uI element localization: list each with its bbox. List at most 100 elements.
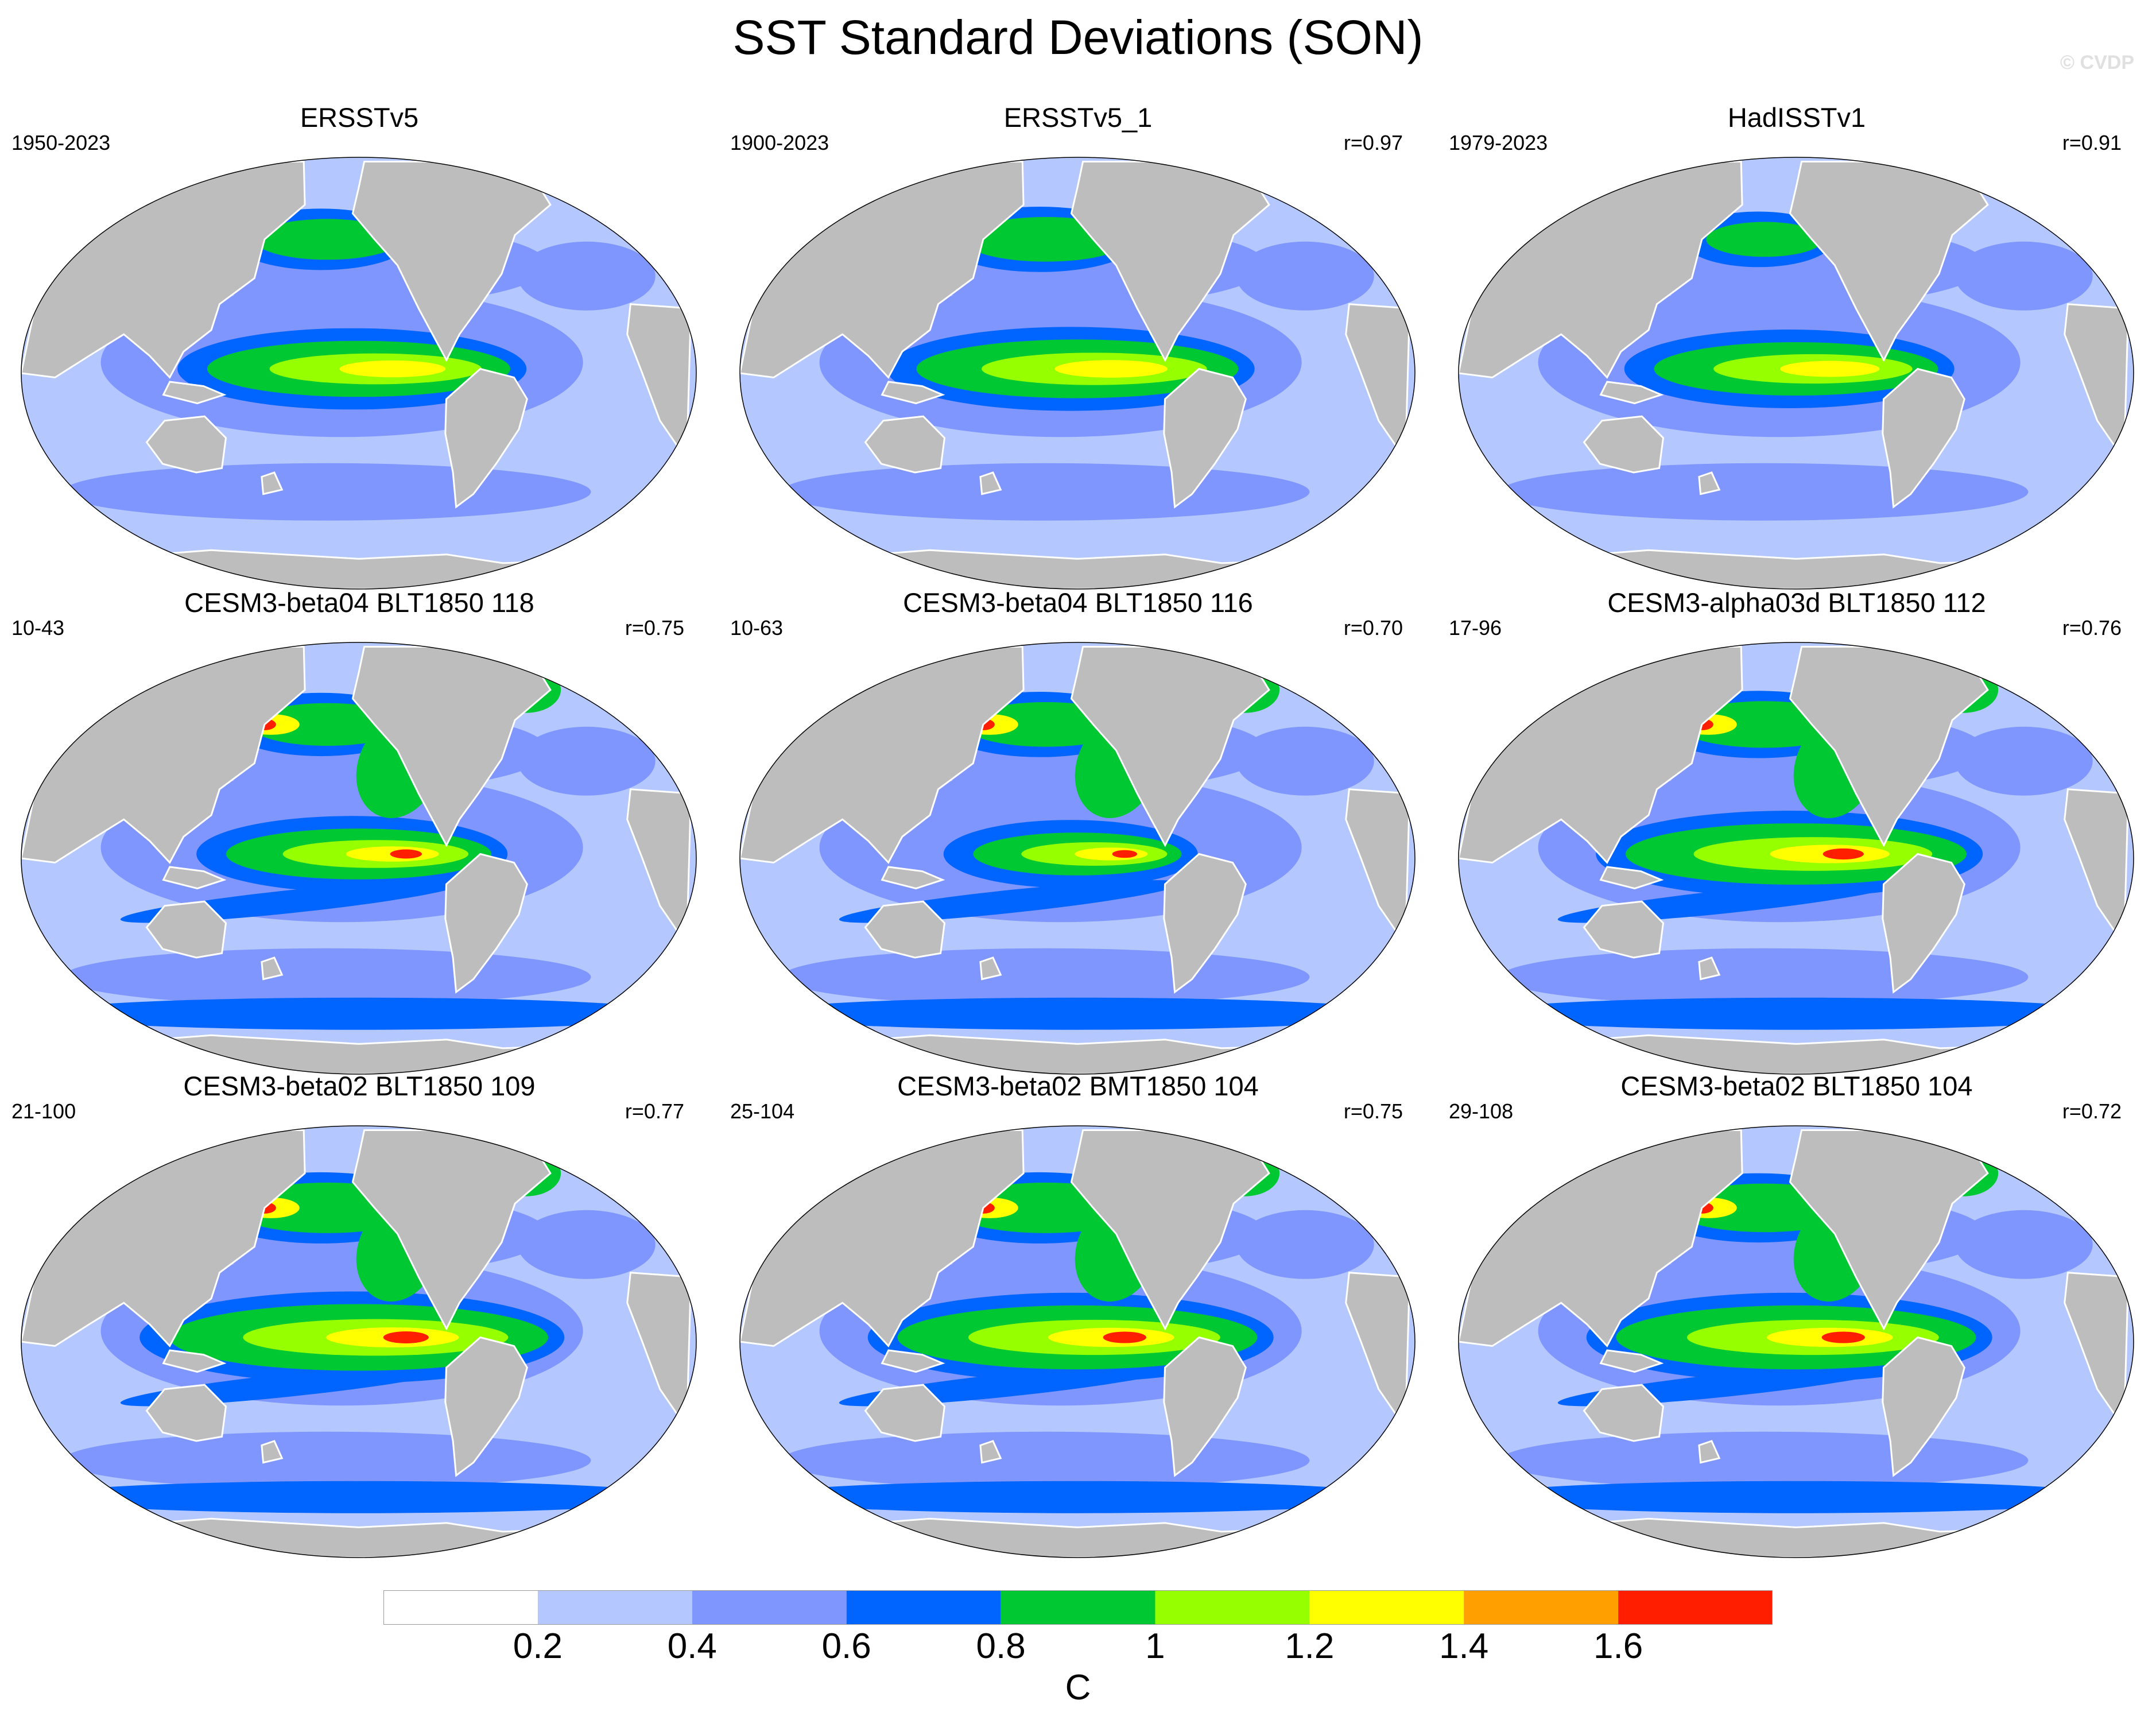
- colorbar-tick-label: 1.4: [1439, 1626, 1489, 1666]
- variability-band-southern-ocean: [781, 1431, 1310, 1489]
- land-south-america: [1163, 853, 1247, 994]
- land-indonesia: [162, 866, 227, 890]
- land-australia: [145, 415, 227, 474]
- land-australia: [1583, 1384, 1665, 1442]
- land-indonesia: [881, 1349, 945, 1373]
- panel-years: 25-104: [730, 1099, 795, 1123]
- colorbar-segment: [846, 1590, 1001, 1625]
- land-north-america: [351, 161, 552, 362]
- land-south-america: [444, 1336, 528, 1477]
- panel-title: CESM3-beta04 BLT1850 116: [903, 587, 1253, 618]
- sst-map: [1458, 642, 2134, 1075]
- colorbar-segment: [1309, 1590, 1464, 1625]
- variability-band-north-atlantic: [1955, 1210, 2093, 1279]
- land-new-zealand: [261, 471, 284, 495]
- watermark: © CVDP: [2060, 52, 2134, 73]
- sst-map: [1458, 1125, 2134, 1558]
- panel-correlation: r=0.72: [2062, 1099, 2122, 1123]
- panel-correlation: r=0.77: [625, 1099, 684, 1123]
- colorbar-tick-label: 1: [1145, 1626, 1165, 1666]
- panel-years: 1979-2023: [1449, 131, 1548, 154]
- panel-correlation: r=0.76: [2062, 616, 2122, 640]
- colorbar-unit: C: [1065, 1668, 1091, 1707]
- land-indonesia: [162, 1349, 227, 1373]
- variability-band-southern-ocean: [63, 948, 591, 1006]
- variability-band-north-atlantic: [517, 1210, 656, 1279]
- panel-years: 10-43: [11, 616, 65, 640]
- land-indonesia: [1599, 866, 1664, 890]
- sst-map: [739, 1125, 1416, 1558]
- enso-region-peak: [1112, 850, 1138, 858]
- variability-band-circumpolar: [756, 997, 1399, 1030]
- land-new-zealand: [979, 956, 1002, 981]
- land-north-america: [1070, 161, 1270, 362]
- colorbar-segment: [1618, 1590, 1773, 1625]
- panel-title: CESM3-beta02 BLT1850 109: [183, 1071, 536, 1101]
- variability-band-circumpolar: [756, 1481, 1399, 1513]
- panel-correlation: r=0.75: [625, 616, 684, 640]
- variability-band-north-atlantic: [1955, 726, 2093, 796]
- sst-map: [21, 642, 697, 1075]
- variability-band-north-atlantic: [517, 241, 656, 311]
- map-panel: HadISSTv1 1979-2023 r=0.91: [1437, 100, 2156, 594]
- colorbar: [383, 1590, 1773, 1625]
- panel-years: 10-63: [730, 616, 784, 640]
- colorbar-segment: [1001, 1590, 1155, 1625]
- variability-band-north-atlantic: [1236, 241, 1374, 311]
- map-panel: ERSSTv5 1950-2023: [0, 100, 719, 594]
- panel-correlation: r=0.91: [2062, 131, 2122, 154]
- variability-band-southern-ocean: [1500, 463, 2029, 521]
- land-south-america: [1163, 367, 1247, 509]
- variability-band-circumpolar: [1475, 997, 2118, 1030]
- variability-band-north-atlantic: [1236, 1210, 1374, 1279]
- land-new-zealand: [261, 1440, 284, 1464]
- panel-correlation: r=0.75: [1343, 1099, 1403, 1123]
- panel-title: CESM3-beta02 BMT1850 104: [897, 1071, 1259, 1101]
- land-north-america: [1789, 1129, 1989, 1331]
- panel-title: CESM3-beta02 BLT1850 104: [1620, 1071, 1973, 1101]
- panel-correlation: r=0.70: [1343, 616, 1403, 640]
- colorbar-segment: [1464, 1590, 1619, 1625]
- variability-band-southern-ocean: [63, 1431, 591, 1489]
- colorbar-tick-label: 0.6: [821, 1626, 871, 1666]
- map-border: [21, 1125, 697, 1558]
- land-new-zealand: [1698, 471, 1721, 495]
- land-new-zealand: [979, 1440, 1002, 1464]
- land-new-zealand: [261, 956, 284, 981]
- colorbar-tick-label: 0.2: [513, 1626, 563, 1666]
- variability-band-southern-ocean: [1500, 948, 2029, 1006]
- land-north-america: [1070, 1129, 1270, 1331]
- land-australia: [864, 415, 946, 474]
- variability-band-southern-ocean: [63, 463, 591, 521]
- map-border: [1458, 157, 2134, 590]
- map-panel: CESM3-alpha03d BLT1850 112 17-96 r=0.76: [1437, 586, 2156, 1079]
- sst-map: [21, 157, 697, 590]
- variability-band-north-atlantic: [1236, 726, 1374, 796]
- land-indonesia: [1599, 1349, 1664, 1373]
- land-north-america: [351, 1129, 552, 1331]
- sst-map: [739, 157, 1416, 590]
- colorbar-segment: [383, 1590, 538, 1625]
- land-north-america: [1789, 646, 1989, 847]
- panel-title: ERSSTv5: [300, 102, 419, 133]
- map-border: [739, 1125, 1416, 1558]
- enso-region-peak: [1821, 1331, 1865, 1343]
- variability-band-circumpolar: [37, 1481, 680, 1513]
- land-indonesia: [162, 381, 227, 405]
- variability-band-north-atlantic: [1955, 241, 2093, 311]
- panel-title: CESM3-alpha03d BLT1850 112: [1607, 587, 1986, 618]
- north-pacific-mid: [254, 219, 401, 260]
- map-border: [21, 642, 697, 1075]
- panel-correlation: r=0.97: [1343, 131, 1403, 154]
- land-south-america: [444, 853, 528, 994]
- land-north-america: [351, 646, 552, 847]
- variability-band-circumpolar: [37, 997, 680, 1030]
- enso-region-peak: [1103, 1331, 1146, 1343]
- land-indonesia: [1599, 381, 1664, 405]
- panel-years: 1900-2023: [730, 131, 829, 154]
- map-border: [739, 157, 1416, 590]
- land-north-america: [1789, 161, 1989, 362]
- colorbar-tick-label: 1.6: [1593, 1626, 1643, 1666]
- map-border: [739, 642, 1416, 1075]
- colorbar-segment: [1155, 1590, 1310, 1625]
